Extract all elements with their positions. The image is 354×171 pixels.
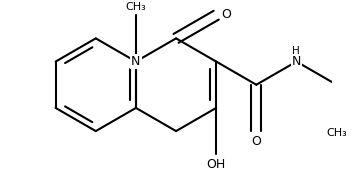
Text: CH₃: CH₃ (126, 2, 146, 12)
Text: N: N (131, 55, 141, 68)
Text: CH₃: CH₃ (326, 128, 347, 138)
Text: N: N (292, 55, 301, 68)
Text: O: O (221, 8, 231, 21)
Text: H: H (292, 47, 299, 56)
Text: OH: OH (207, 158, 226, 171)
Text: O: O (251, 135, 261, 148)
